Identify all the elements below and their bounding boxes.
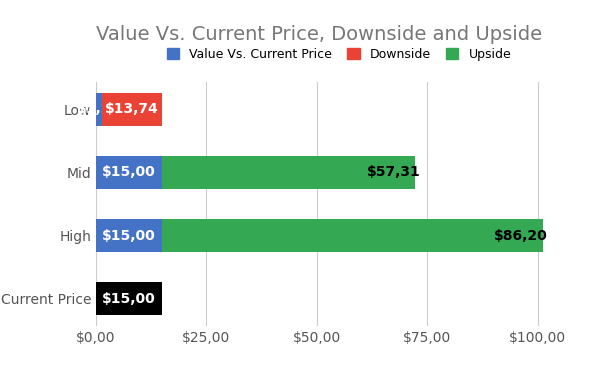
Text: $57,31: $57,31 <box>367 165 420 180</box>
Text: Value Vs. Current Price, Downside and Upside: Value Vs. Current Price, Downside and Up… <box>96 25 542 44</box>
Bar <box>162 156 415 189</box>
Text: $86,20: $86,20 <box>494 229 548 243</box>
Bar <box>101 93 162 126</box>
Text: $15,00: $15,00 <box>102 229 156 243</box>
Bar <box>162 219 543 252</box>
Text: $13,74: $13,74 <box>105 102 159 116</box>
Text: $1,26: $1,26 <box>77 102 121 116</box>
Bar <box>96 219 162 252</box>
Text: $15,00: $15,00 <box>102 165 156 180</box>
Text: $15,00: $15,00 <box>102 292 156 306</box>
Bar <box>96 93 101 126</box>
Bar <box>96 156 162 189</box>
Legend: Value Vs. Current Price, Downside, Upside: Value Vs. Current Price, Downside, Upsid… <box>163 44 515 64</box>
Bar <box>96 282 162 315</box>
